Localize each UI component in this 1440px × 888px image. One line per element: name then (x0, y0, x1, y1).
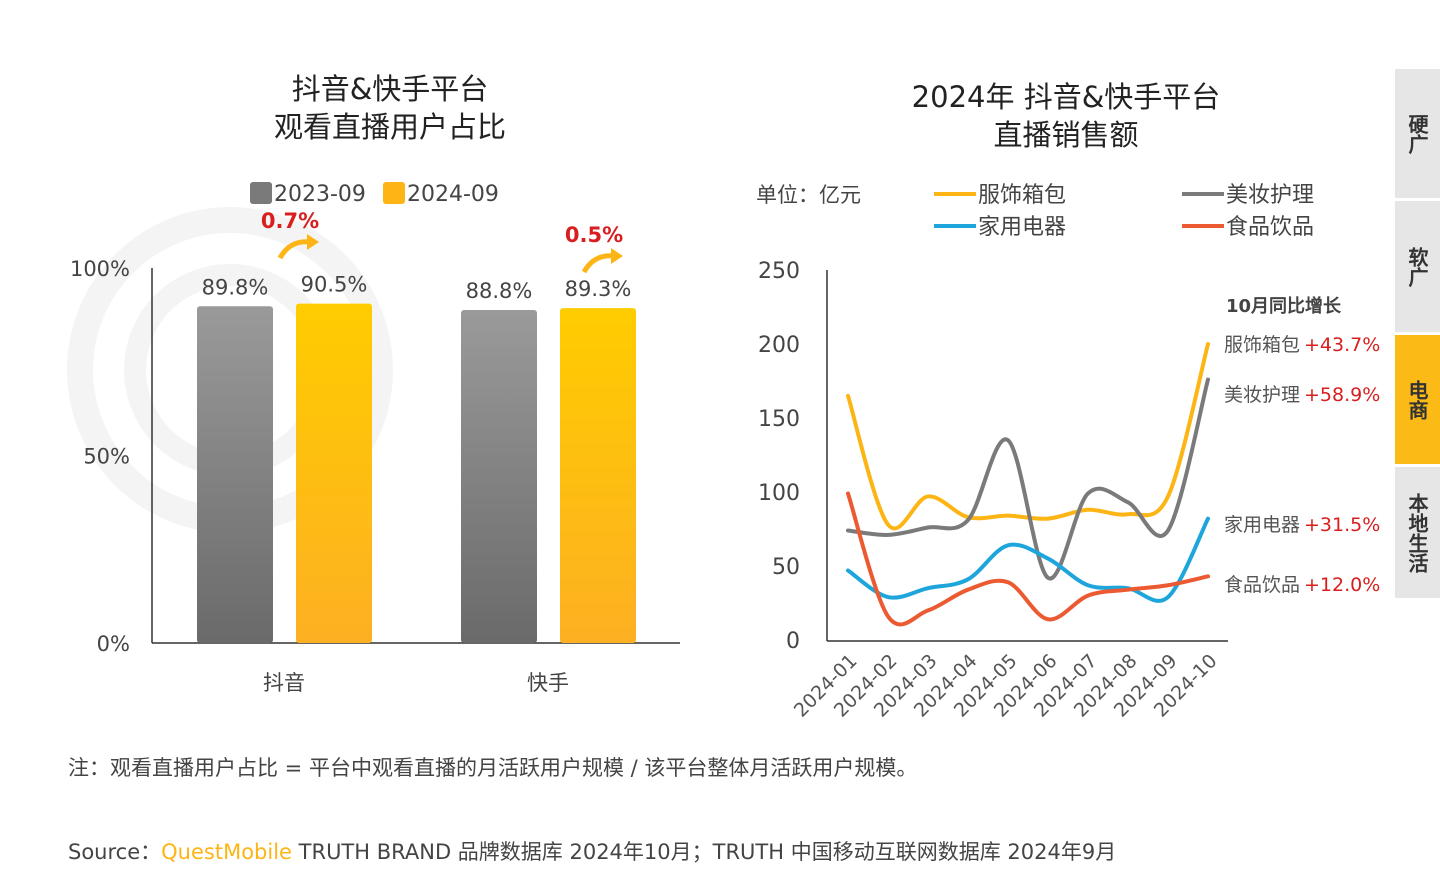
tab-label: 电商 (1405, 379, 1429, 420)
line-legend-label: 食品饮品 (1226, 215, 1314, 240)
line-legend-label: 服饰箱包 (978, 183, 1066, 208)
bar-value-label: 90.5% (301, 273, 368, 297)
series-line-家用电器 (846, 516, 1210, 603)
bar-category-label: 抖音 (263, 671, 305, 695)
footnote: 注：观看直播用户占比 = 平台中观看直播的月活跃用户规模 / 该平台整体月活跃用… (68, 756, 918, 780)
growth-label: 0.5% (565, 223, 623, 247)
tab-hard-ad[interactable]: 硬广 (1395, 66, 1440, 198)
bar-y-tick: 50% (83, 445, 130, 469)
growth-value: +12.0% (1304, 574, 1381, 596)
growth-arrow-icon (277, 239, 311, 260)
legend-label: 2024-09 (407, 182, 499, 207)
bar-chart-title: 抖音&快手平台 观看直播用户占比 (190, 70, 590, 146)
bar-y-tick: 100% (70, 257, 130, 281)
growth-annotation: 食品饮品 +12.0% (1224, 570, 1380, 597)
line-y-tick: 100 (758, 481, 800, 506)
charts: 0% 50% 100% 89.8% 90.5% 抖音 0.7% 88.8% 89.3% 快手 0.5… (70, 182, 1314, 722)
growth-series-name: 家用电器 (1224, 514, 1301, 536)
tab-local-life[interactable]: 本地生活 (1395, 464, 1440, 598)
bar-value-label: 88.8% (466, 279, 533, 303)
growth-series-name: 服饰箱包 (1224, 334, 1301, 356)
line-chart-title: 2024年 抖音&快手平台 直播销售额 (866, 78, 1266, 154)
line-y-tick: 150 (758, 407, 800, 432)
growth-title: 10月同比增长 (1226, 296, 1342, 317)
source-text: TRUTH BRAND 品牌数据库 2024年10月；TRUTH 中国移动互联网… (291, 840, 1117, 864)
bar-category-label: 快手 (527, 671, 569, 695)
line-title-line1: 2024年 抖音&快手平台 (911, 80, 1221, 114)
legend-swatch (383, 182, 405, 204)
line-legend-label: 家用电器 (978, 215, 1066, 240)
legend-swatch (250, 182, 272, 204)
bar-value-label: 89.8% (202, 275, 269, 299)
line-title-line2: 直播销售额 (993, 118, 1139, 152)
bar-y-tick: 0% (97, 632, 130, 656)
source-brand: QuestMobile (161, 840, 292, 864)
bar-2024-09-抖音 (296, 303, 372, 643)
series-line-食品饮品 (846, 491, 1210, 627)
line-y-tick: 0 (786, 629, 800, 654)
line-legend-label: 美妆护理 (1226, 183, 1314, 208)
growth-series-name: 美妆护理 (1224, 384, 1301, 406)
growth-value: +31.5% (1304, 514, 1381, 536)
series-line-美妆护理 (846, 377, 1210, 581)
growth-label: 0.7% (261, 209, 319, 233)
tab-soft-ad[interactable]: 软广 (1395, 198, 1440, 332)
tab-label: 软广 (1405, 246, 1429, 287)
legend-label: 2023-09 (274, 182, 366, 207)
bar-2023-09-抖音 (197, 306, 273, 643)
bar-2023-09-快手 (461, 310, 537, 643)
growth-annotation: 家用电器 +31.5% (1224, 510, 1380, 537)
bar-title-line1: 抖音&快手平台 (291, 72, 489, 106)
tab-label: 硬广 (1405, 113, 1429, 154)
unit-label: 单位：亿元 (756, 183, 861, 207)
bar-2024-09-快手 (560, 308, 636, 643)
tab-ecommerce[interactable]: 电商 (1395, 332, 1440, 464)
tab-label: 本地生活 (1405, 492, 1429, 573)
growth-arrowhead-icon (307, 234, 319, 250)
line-y-tick: 250 (758, 259, 800, 284)
growth-value: +58.9% (1304, 384, 1381, 406)
growth-annotation: 美妆护理 +58.9% (1224, 380, 1380, 407)
line-y-tick: 200 (758, 333, 800, 358)
line-y-tick: 50 (772, 555, 800, 580)
growth-annotation: 服饰箱包 +43.7% (1224, 330, 1380, 357)
growth-arrow-icon (581, 253, 615, 274)
source-prefix: Source： (68, 840, 162, 864)
growth-value: +43.7% (1304, 334, 1381, 356)
bar-value-label: 89.3% (565, 277, 632, 301)
growth-arrowhead-icon (611, 248, 623, 264)
source: Source：QuestMobile TRUTH BRAND 品牌数据库 202… (68, 836, 1116, 866)
bar-title-line2: 观看直播用户占比 (273, 110, 506, 144)
growth-series-name: 食品饮品 (1224, 574, 1301, 596)
